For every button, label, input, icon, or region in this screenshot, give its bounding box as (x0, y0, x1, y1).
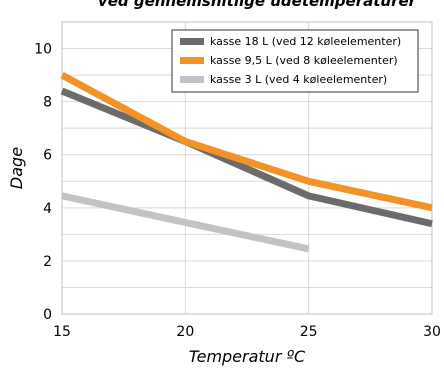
legend-label: kasse 3 L (ved 4 køleelementer) (210, 73, 387, 86)
y-tick-label: 4 (43, 201, 52, 217)
legend-swatch (180, 57, 204, 64)
x-tick-label: 30 (423, 324, 441, 340)
x-tick-label: 20 (176, 324, 194, 340)
y-axis-title: Dage (7, 147, 26, 189)
y-tick-label: 8 (43, 95, 52, 111)
y-tick-label: 6 (43, 148, 52, 164)
series-line-3 (61, 192, 310, 253)
x-tick-label: 25 (300, 324, 318, 340)
y-axis-ticks: 0 2 4 6 8 10 (34, 42, 52, 323)
series-lines (60, 72, 433, 253)
x-tick-label: 15 (53, 324, 71, 340)
legend-label: kasse 9,5 L (ved 8 køleelementer) (210, 54, 398, 67)
series-line-1 (60, 87, 433, 228)
plot-area-border (61, 21, 433, 315)
legend-swatch (180, 38, 204, 45)
legend-box (171, 29, 419, 93)
legend: kasse 18 L (ved 12 køleelementer) kasse 9… (171, 29, 419, 93)
x-axis-ticks: 15 20 25 30 (53, 324, 441, 340)
y-tick-label: 10 (34, 42, 52, 58)
chart-title: ved gennemsnitlige udetemperaturer (98, 0, 418, 10)
legend-swatch (180, 76, 204, 83)
plot-frame (61, 21, 433, 315)
series-line-2 (60, 72, 433, 212)
y-tick-label: 0 (43, 307, 52, 323)
legend-label: kasse 18 L (ved 12 køleelementer) (210, 35, 401, 48)
y-tick-label: 2 (43, 254, 52, 270)
x-axis-title: Temperatur ºC (189, 347, 306, 366)
